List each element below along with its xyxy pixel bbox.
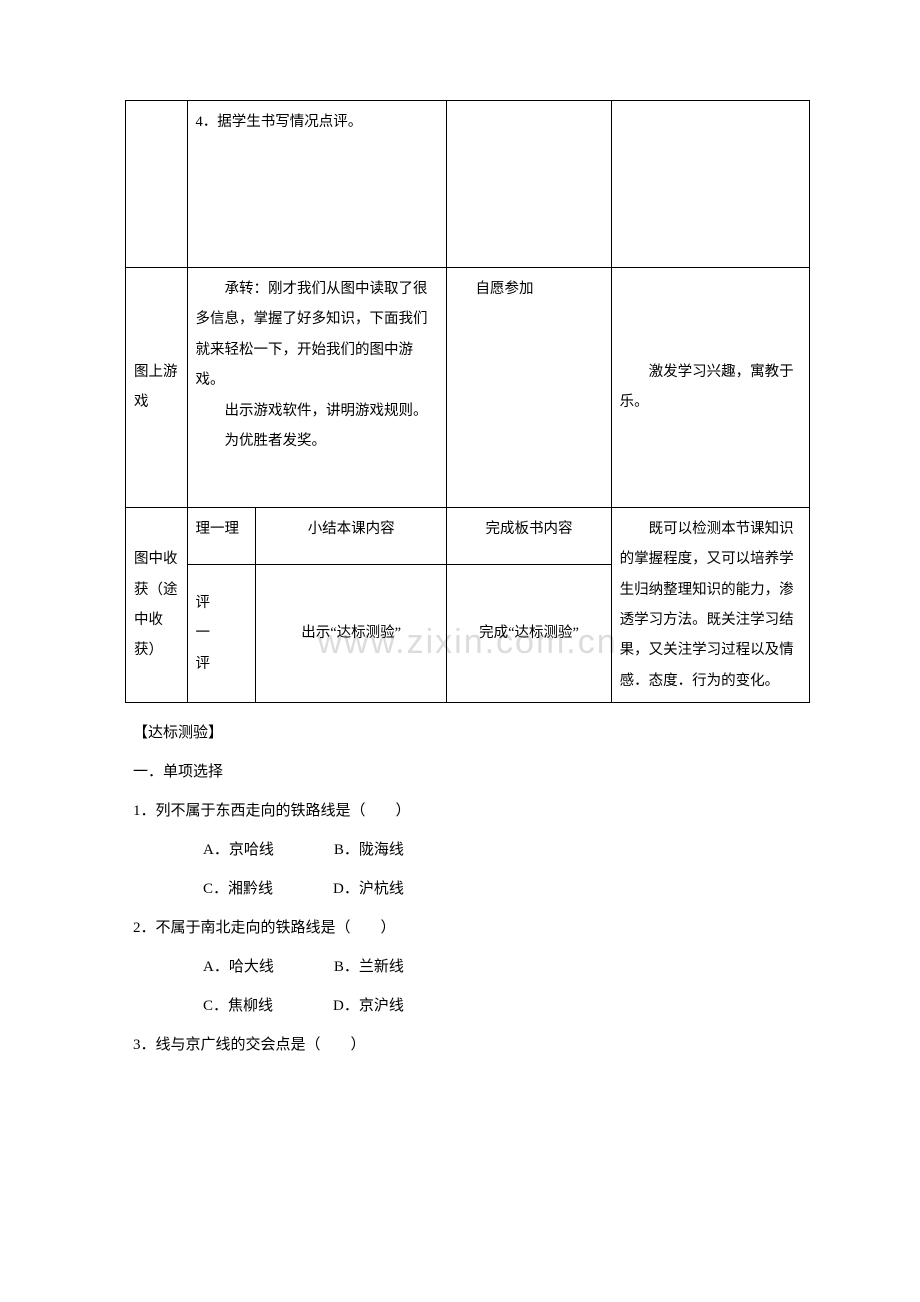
cell-empty bbox=[447, 101, 611, 268]
quiz-section-label: 一．单项选择 bbox=[133, 756, 810, 789]
table-row: 4．据学生书写情况点评。 bbox=[126, 101, 810, 268]
cell-text: 图中收获（途中收获） bbox=[134, 551, 178, 658]
cell-text: 既可以检测本节课知识的掌握程度，又可以培养学生归纳整理知识的能力，渗透学习方法。… bbox=[620, 521, 794, 689]
cell-harvest-purpose: 既可以检测本节课知识的掌握程度，又可以培养学生归纳整理知识的能力，渗透学习方法。… bbox=[611, 507, 809, 703]
cell-text: 4．据学生书写情况点评。 bbox=[196, 114, 363, 130]
cell-text: 评 一 评 bbox=[196, 595, 211, 672]
quiz-q1-opts: C．湘黔线 D．沪杭线 bbox=[133, 873, 810, 906]
cell-sub-c: 完成板书内容 bbox=[447, 507, 611, 565]
table-row: 图中收获（途中收获） 理一理 小结本课内容 完成板书内容 既可以检测本节课知识的… bbox=[126, 507, 810, 565]
table-row: 图上游戏 承转：刚才我们从图中读取了很多信息，掌握了好多知识，下面我们就来轻松一… bbox=[126, 268, 810, 508]
quiz-q2: 2．不属于南北走向的铁路线是（ ） bbox=[133, 912, 810, 945]
quiz-heading: 【达标测验】 bbox=[133, 717, 810, 750]
cell-text: 完成板书内容 bbox=[486, 521, 573, 537]
cell-game-purpose: 激发学习兴趣，寓教于乐。 bbox=[611, 268, 809, 508]
cell-text: 小结本课内容 bbox=[308, 521, 395, 537]
quiz-section: 【达标测验】 一．单项选择 1．列不属于东西走向的铁路线是（ ） A．京哈线 B… bbox=[125, 717, 810, 1062]
cell-text: 激发学习兴趣，寓教于乐。 bbox=[620, 364, 794, 410]
cell-text: 承转：刚才我们从图中读取了很多信息，掌握了好多知识，下面我们就来轻松一下，开始我… bbox=[196, 281, 428, 449]
cell-sub-a: 理一理 bbox=[187, 507, 255, 565]
cell-section-harvest: 图中收获（途中收获） bbox=[126, 507, 188, 703]
cell-review: 4．据学生书写情况点评。 bbox=[187, 101, 447, 268]
cell-text: 完成“达标测验” bbox=[479, 625, 579, 641]
cell-text: 自愿参加 bbox=[455, 274, 533, 304]
cell-sub-b: 小结本课内容 bbox=[255, 507, 447, 565]
cell-empty bbox=[126, 101, 188, 268]
lesson-table-wrap: www.zixin.com.cn 4．据学生书写情况点评。 图上游戏 承转：刚才… bbox=[125, 100, 810, 703]
cell-sub-b: 出示“达标测验” bbox=[255, 565, 447, 703]
quiz-q3: 3．线与京广线的交会点是（ ） bbox=[133, 1029, 810, 1062]
quiz-q2-opts: C．焦柳线 D．京沪线 bbox=[133, 990, 810, 1023]
cell-game-student: 自愿参加 bbox=[447, 268, 611, 508]
cell-section-game: 图上游戏 bbox=[126, 268, 188, 508]
cell-sub-c: 完成“达标测验” bbox=[447, 565, 611, 703]
lesson-table: 4．据学生书写情况点评。 图上游戏 承转：刚才我们从图中读取了很多信息，掌握了好… bbox=[125, 100, 810, 703]
quiz-q1: 1．列不属于东西走向的铁路线是（ ） bbox=[133, 795, 810, 828]
cell-text: 理一理 bbox=[196, 521, 240, 537]
cell-game-desc: 承转：刚才我们从图中读取了很多信息，掌握了好多知识，下面我们就来轻松一下，开始我… bbox=[187, 268, 447, 508]
cell-text: 图上游戏 bbox=[134, 364, 178, 410]
cell-sub-a: 评 一 评 bbox=[187, 565, 255, 703]
cell-empty bbox=[611, 101, 809, 268]
cell-text: 出示“达标测验” bbox=[301, 625, 401, 641]
quiz-q2-opts: A．哈大线 B．兰新线 bbox=[133, 951, 810, 984]
quiz-q1-opts: A．京哈线 B．陇海线 bbox=[133, 834, 810, 867]
